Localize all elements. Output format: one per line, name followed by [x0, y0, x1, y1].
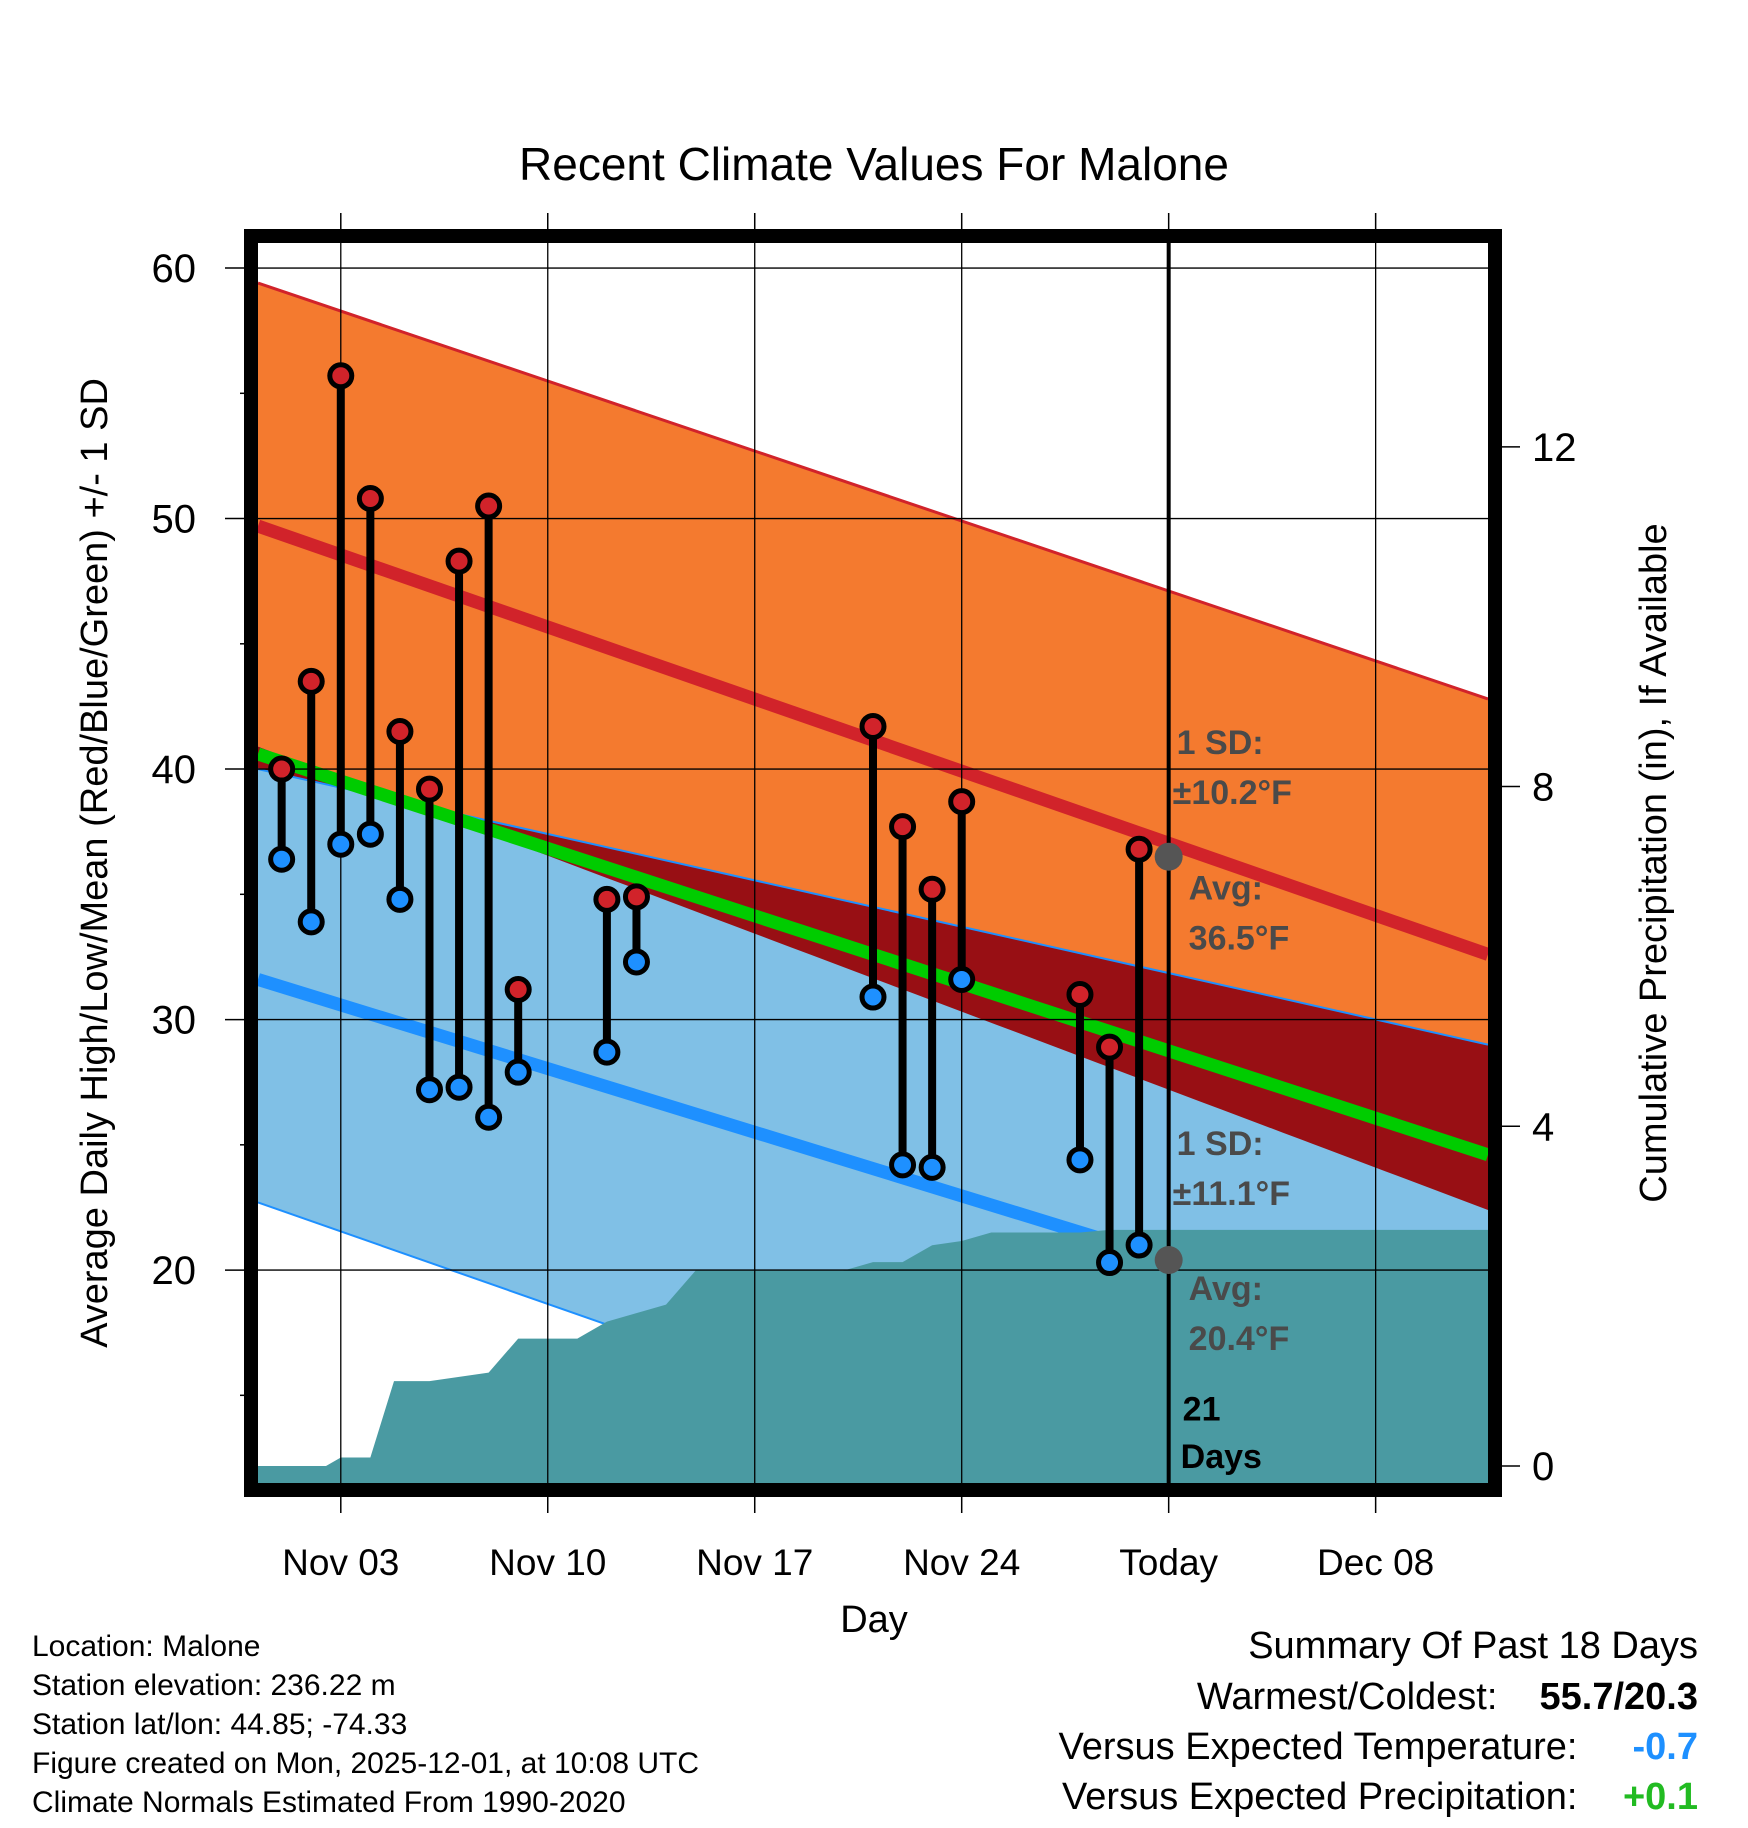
days-count: 21	[1183, 1390, 1221, 1428]
y-tick-label: 60	[152, 247, 197, 291]
x-tick-label: Nov 24	[903, 1542, 1020, 1583]
y-tick-label: 40	[152, 748, 197, 792]
summary-title: Summary Of Past 18 Days	[1248, 1625, 1698, 1667]
summary-precip-row: Versus Expected Precipitation: +0.1	[1062, 1776, 1698, 1819]
high-marker	[889, 813, 917, 841]
high-marker	[859, 712, 887, 740]
y-axis-label: Average Daily High/Low/Mean (Red/Blue/Gr…	[74, 378, 116, 1348]
high-marker	[445, 547, 473, 575]
y2-tick-label: 12	[1532, 426, 1577, 470]
high-marker	[386, 717, 414, 745]
summary-precip-value: +0.1	[1622, 1776, 1698, 1818]
low-marker	[1125, 1231, 1153, 1259]
footer-elevation: Station elevation: 236.22 m	[32, 1669, 396, 1702]
summary-warmest-row: Warmest/Coldest: 55.7/20.3	[1197, 1676, 1698, 1719]
high-marker	[268, 755, 296, 783]
low-marker	[593, 1038, 621, 1066]
low-marker	[1066, 1146, 1094, 1174]
high-marker	[327, 362, 355, 390]
low-marker	[948, 965, 976, 993]
x-tick-label: Nov 10	[489, 1542, 606, 1583]
footer-normals: Climate Normals Estimated From 1990-2020	[32, 1786, 626, 1819]
high-upper-sd-line	[258, 281, 1488, 701]
low-marker	[918, 1153, 946, 1181]
summary-temp-value: -0.7	[1632, 1726, 1698, 1768]
days-label: Days	[1181, 1438, 1262, 1476]
plot-area	[258, 243, 1488, 1483]
high-marker	[504, 976, 532, 1004]
high-marker	[356, 485, 384, 513]
high-marker	[1096, 1033, 1124, 1061]
low-avg-label: Avg:	[1189, 1270, 1263, 1308]
low-marker	[475, 1103, 503, 1131]
summary-precip-label: Versus Expected Precipitation:	[1062, 1776, 1578, 1818]
low-marker	[622, 948, 650, 976]
y-tick-label: 20	[152, 1249, 197, 1293]
footer-location: Location: Malone	[32, 1630, 261, 1663]
high-marker	[475, 492, 503, 520]
y2-tick-label: 4	[1532, 1105, 1554, 1149]
high-avg-label: Avg:	[1189, 869, 1263, 907]
low-marker	[889, 1151, 917, 1179]
x-tick-label: Nov 03	[282, 1542, 399, 1583]
y2-tick-label: 0	[1532, 1445, 1554, 1489]
low-marker	[504, 1058, 532, 1086]
x-tick-label: Dec 08	[1317, 1542, 1434, 1583]
high-marker	[622, 883, 650, 911]
high-sd-label: 1 SD:	[1177, 724, 1264, 762]
summary-temp-row: Versus Expected Temperature: -0.7	[1059, 1726, 1698, 1769]
low-avg-value: 20.4°F	[1189, 1320, 1290, 1358]
high-marker	[593, 885, 621, 913]
low-sd-value: ±11.1°F	[1173, 1175, 1290, 1213]
high-marker	[1125, 835, 1153, 863]
low-marker	[386, 885, 414, 913]
chart-title: Recent Climate Values For Malone	[519, 138, 1229, 190]
y-tick-label: 30	[152, 999, 197, 1043]
high-marker	[415, 775, 443, 803]
high-marker	[918, 875, 946, 903]
summary-warmest-label: Warmest/Coldest:	[1196, 1676, 1498, 1718]
plot-frame	[244, 229, 1502, 1497]
low-marker	[859, 983, 887, 1011]
precip-area	[258, 1229, 1488, 1483]
high-marker	[1066, 981, 1094, 1009]
x-tick-label: Nov 17	[696, 1542, 813, 1583]
low-marker	[356, 820, 384, 848]
high-avg-value: 36.5°F	[1189, 919, 1290, 957]
high-marker	[297, 667, 325, 695]
low-marker	[1096, 1249, 1124, 1277]
summary-temp-label: Versus Expected Temperature:	[1058, 1726, 1578, 1768]
low-sd-label: 1 SD:	[1177, 1125, 1264, 1163]
y-tick-label: 50	[152, 498, 197, 542]
high-marker	[948, 788, 976, 816]
footer-latlon: Station lat/lon: 44.85; -74.33	[32, 1708, 408, 1741]
low-marker	[268, 845, 296, 873]
low-marker	[297, 908, 325, 936]
low-marker	[327, 830, 355, 858]
today-low-avg-marker	[1154, 1246, 1183, 1275]
high-sd-value: ±10.2°F	[1173, 774, 1292, 812]
today-high-avg-marker	[1154, 842, 1183, 871]
summary-warmest-value: 55.7/20.3	[1539, 1676, 1698, 1718]
x-tick-label: Today	[1119, 1542, 1218, 1583]
footer-created: Figure created on Mon, 2025-12-01, at 10…	[32, 1747, 700, 1780]
y2-axis-label: Cumulative Precipitation (in), If Availa…	[1633, 523, 1675, 1202]
y2-tick-label: 8	[1532, 766, 1554, 810]
low-marker	[445, 1073, 473, 1101]
x-axis-label: Day	[840, 1599, 908, 1641]
low-marker	[415, 1076, 443, 1104]
